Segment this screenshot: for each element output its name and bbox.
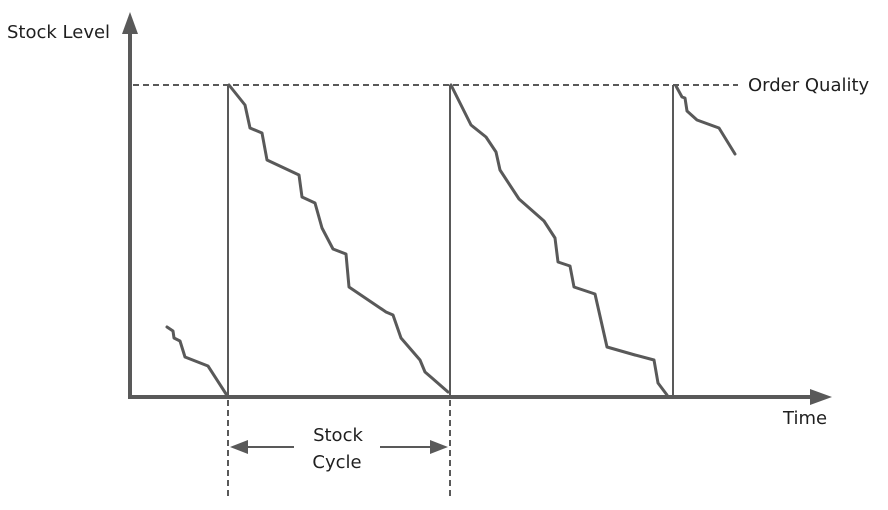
x-axis-arrow: [810, 389, 832, 405]
order-level-label: Order Quality: [748, 75, 870, 96]
stock-curve-0: [165, 325, 230, 399]
x-axis-label: Time: [782, 408, 827, 429]
y-axis-label: Stock Level: [7, 22, 110, 43]
stock-curve-3: [674, 84, 737, 156]
stock-curve-2: [449, 83, 669, 397]
cycle-arrow-right-head: [430, 440, 448, 454]
cycle-label-line2: Cycle: [312, 452, 361, 473]
cycle-arrow-left-head: [230, 440, 248, 454]
cycle-label-line1: Stock: [313, 425, 363, 446]
y-axis-arrow: [122, 12, 138, 34]
stock-curve-1: [227, 83, 450, 394]
